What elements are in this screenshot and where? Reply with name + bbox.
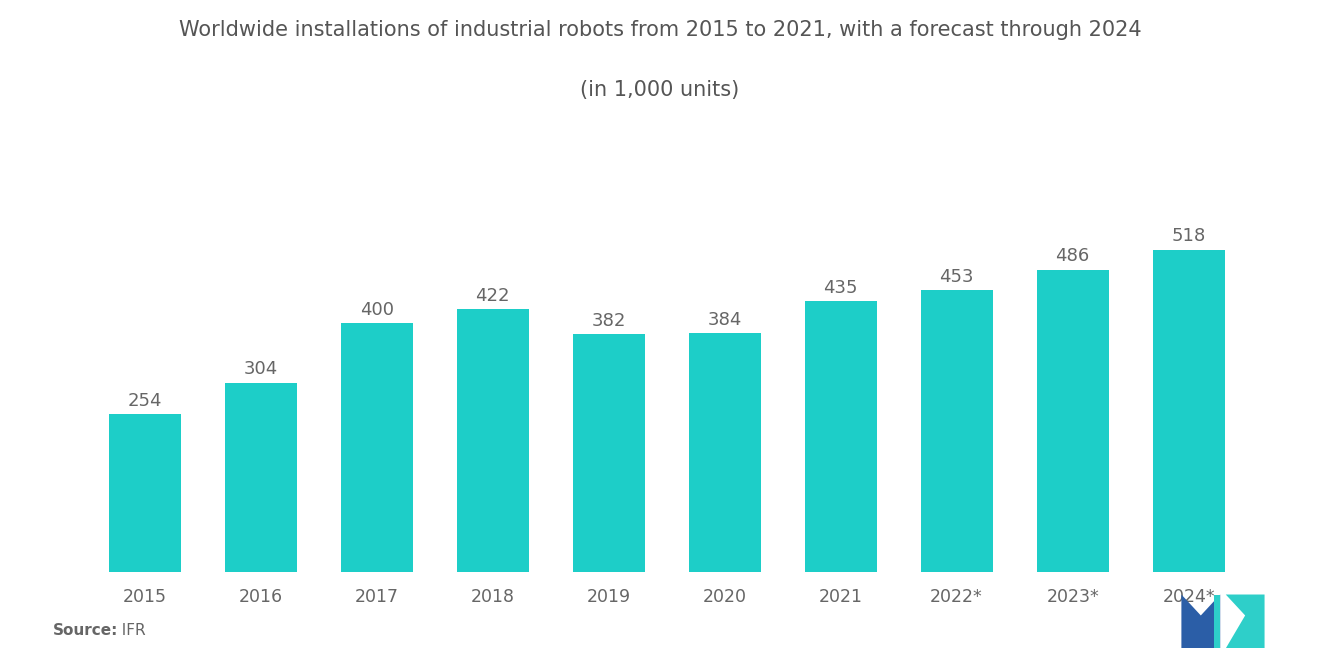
Bar bbox=[689, 333, 760, 572]
Text: 422: 422 bbox=[475, 287, 510, 305]
Text: Worldwide installations of industrial robots from 2015 to 2021, with a forecast : Worldwide installations of industrial ro… bbox=[178, 20, 1142, 40]
Bar bbox=[224, 383, 297, 572]
Text: 254: 254 bbox=[127, 392, 162, 410]
Text: Source:: Source: bbox=[53, 623, 119, 638]
Text: 384: 384 bbox=[708, 311, 742, 329]
Text: (in 1,000 units): (in 1,000 units) bbox=[581, 80, 739, 100]
Bar bbox=[920, 290, 993, 572]
Text: 435: 435 bbox=[824, 279, 858, 297]
Bar bbox=[341, 323, 413, 572]
Bar bbox=[108, 414, 181, 572]
Polygon shape bbox=[1181, 595, 1220, 648]
Text: IFR: IFR bbox=[112, 623, 145, 638]
Bar bbox=[573, 334, 644, 572]
Polygon shape bbox=[1226, 595, 1265, 648]
Bar bbox=[805, 301, 876, 572]
Bar bbox=[1152, 249, 1225, 572]
Text: 400: 400 bbox=[359, 301, 393, 319]
Text: 518: 518 bbox=[1172, 227, 1205, 245]
Text: 486: 486 bbox=[1056, 247, 1090, 265]
Text: 453: 453 bbox=[940, 268, 974, 286]
Bar bbox=[1036, 269, 1109, 572]
Polygon shape bbox=[1214, 595, 1220, 648]
Text: 304: 304 bbox=[243, 360, 277, 378]
Text: 382: 382 bbox=[591, 312, 626, 330]
Bar bbox=[457, 309, 528, 572]
